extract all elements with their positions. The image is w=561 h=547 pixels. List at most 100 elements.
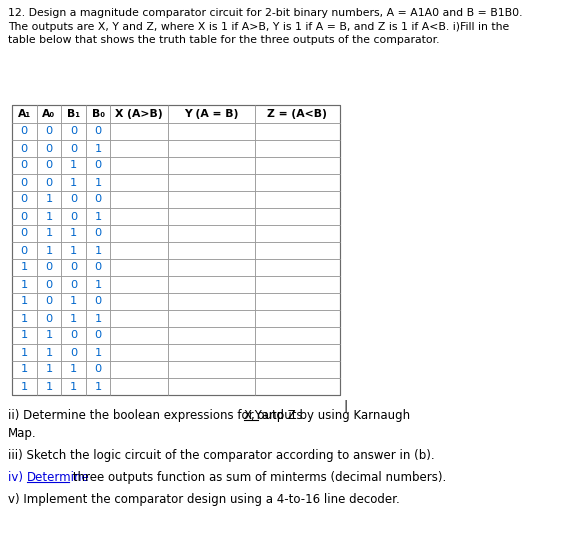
Bar (36, 378, 61, 395)
Bar (255, 327, 340, 344)
Bar (168, 208, 255, 225)
Text: 1: 1 (45, 364, 53, 375)
Bar (36, 140, 61, 157)
Bar (111, 157, 168, 174)
Bar (168, 344, 255, 361)
Text: Y (A = B): Y (A = B) (184, 109, 238, 119)
Text: 1: 1 (21, 296, 28, 306)
Bar (255, 344, 340, 361)
Text: 0: 0 (45, 177, 53, 188)
Text: 0: 0 (45, 296, 53, 306)
Bar (36, 208, 61, 225)
Bar (12, 225, 36, 242)
Bar (111, 310, 168, 327)
Text: 0: 0 (94, 330, 102, 340)
Bar (12, 276, 36, 293)
Bar (111, 327, 168, 344)
Bar (86, 259, 111, 276)
Bar (255, 123, 340, 140)
Text: 1: 1 (94, 313, 102, 323)
Text: 0: 0 (94, 195, 102, 205)
Bar (86, 293, 111, 310)
Bar (168, 259, 255, 276)
Text: 1: 1 (45, 381, 53, 392)
Bar (111, 276, 168, 293)
Text: 0: 0 (70, 347, 77, 358)
Text: 1: 1 (94, 143, 102, 154)
Bar (86, 174, 111, 191)
Bar (111, 361, 168, 378)
Bar (36, 344, 61, 361)
Text: 0: 0 (45, 160, 53, 171)
Bar (168, 191, 255, 208)
Text: 1: 1 (70, 381, 77, 392)
Bar (36, 259, 61, 276)
Bar (111, 259, 168, 276)
Bar (111, 191, 168, 208)
Text: three outputs function as sum of minterms (decimal numbers).: three outputs function as sum of minterm… (70, 471, 447, 484)
Text: 1: 1 (94, 347, 102, 358)
Bar (12, 259, 36, 276)
Bar (12, 174, 36, 191)
Bar (61, 174, 86, 191)
Bar (168, 140, 255, 157)
Text: 0: 0 (70, 126, 77, 137)
Bar (111, 378, 168, 395)
Text: Map.: Map. (8, 427, 36, 440)
Bar (12, 378, 36, 395)
Text: 1: 1 (21, 263, 28, 272)
Text: iii) Sketch the logic circuit of the comparator according to answer in (b).: iii) Sketch the logic circuit of the com… (8, 449, 435, 462)
Bar (111, 123, 168, 140)
Text: The outputs are X, Y and Z, where X is 1 if A>B, Y is 1 if A = B, and Z is 1 if : The outputs are X, Y and Z, where X is 1… (8, 21, 509, 32)
Bar (255, 276, 340, 293)
Bar (255, 191, 340, 208)
Bar (86, 361, 111, 378)
Text: 0: 0 (21, 212, 28, 222)
Bar (86, 276, 111, 293)
Bar (61, 123, 86, 140)
Bar (12, 293, 36, 310)
Bar (61, 344, 86, 361)
Bar (86, 378, 111, 395)
Text: 0: 0 (45, 280, 53, 289)
Bar (12, 242, 36, 259)
Bar (168, 123, 255, 140)
Text: 1: 1 (70, 229, 77, 238)
Bar (12, 140, 36, 157)
Text: A₁: A₁ (18, 109, 31, 119)
Bar (255, 361, 340, 378)
Bar (168, 105, 255, 123)
Bar (36, 157, 61, 174)
Bar (255, 225, 340, 242)
Bar (168, 310, 255, 327)
Text: 0: 0 (21, 160, 28, 171)
Bar (86, 123, 111, 140)
Text: 1: 1 (21, 330, 28, 340)
Bar (168, 225, 255, 242)
Bar (111, 344, 168, 361)
Text: ii) Determine the boolean expressions for outputs: ii) Determine the boolean expressions fo… (8, 409, 306, 422)
Text: 0: 0 (94, 364, 102, 375)
Bar (255, 310, 340, 327)
Bar (61, 378, 86, 395)
Bar (168, 276, 255, 293)
Text: 0: 0 (94, 229, 102, 238)
Text: 0: 0 (70, 263, 77, 272)
Bar (12, 105, 340, 395)
Bar (111, 208, 168, 225)
Text: 1: 1 (94, 177, 102, 188)
Text: 0: 0 (45, 313, 53, 323)
Text: 1: 1 (21, 364, 28, 375)
Bar (86, 310, 111, 327)
Bar (111, 105, 168, 123)
Bar (255, 105, 340, 123)
Text: A₀: A₀ (42, 109, 56, 119)
Text: 1: 1 (21, 313, 28, 323)
Text: B₁: B₁ (67, 109, 80, 119)
Text: 1: 1 (45, 347, 53, 358)
Bar (86, 344, 111, 361)
Bar (111, 242, 168, 259)
Bar (255, 174, 340, 191)
Bar (61, 276, 86, 293)
Text: 0: 0 (70, 212, 77, 222)
